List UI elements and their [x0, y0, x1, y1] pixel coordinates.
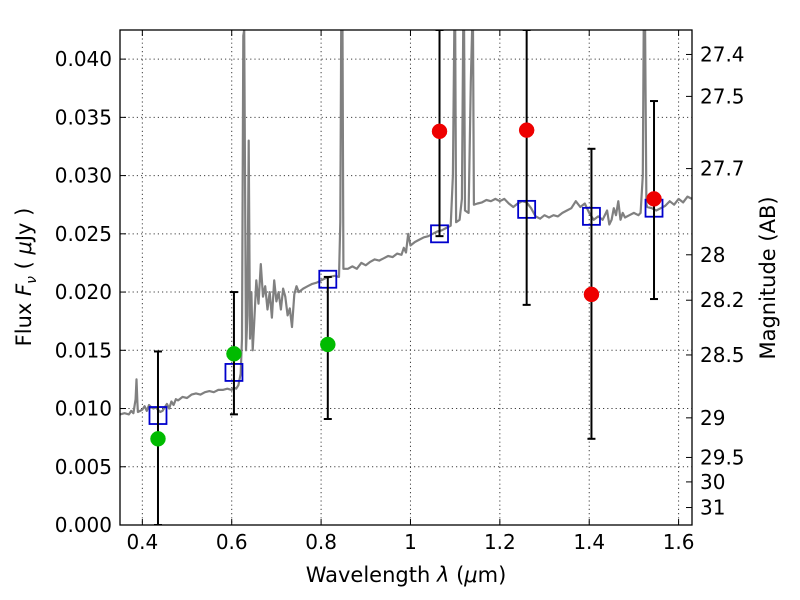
y-tick-label: 0.010: [55, 397, 112, 421]
mag-tick-label: 31: [700, 496, 725, 520]
right-axis-title: Magnitude (AB): [756, 196, 780, 359]
mag-tick-label: 30: [700, 470, 725, 494]
y-tick-label: 0.040: [55, 47, 112, 71]
mag-tick-label: 28: [700, 243, 725, 267]
mag-tick-label: 27.7: [700, 157, 745, 181]
mag-tick-label: 28.2: [700, 288, 745, 312]
mag-tick-label: 27.4: [700, 42, 745, 66]
spectrum-line: [120, 30, 692, 416]
observed-point: [431, 123, 448, 140]
mag-tick-label: 27.5: [700, 84, 745, 108]
y-tick-label: 0.015: [55, 338, 112, 362]
observed-point: [518, 122, 535, 138]
x-tick-label: 0.4: [126, 530, 158, 554]
y-tick-label: 0.035: [55, 105, 112, 129]
x-tick-label: 1.2: [484, 530, 516, 554]
observed-point: [646, 191, 662, 207]
y-tick-label: 0.020: [55, 280, 112, 304]
tick-labels: 0.4 0.6 0.8 1 1.2 1.4 1.6 0.000 0.005 0.010 0.015 0…: [55, 42, 745, 554]
observed-point: [226, 346, 242, 362]
x-tick-label: 1.6: [663, 530, 695, 554]
y-tick-label: 0.025: [55, 222, 112, 246]
observed-point: [320, 336, 336, 353]
x-tick-label: 0.6: [216, 530, 248, 554]
observed-point: [583, 286, 600, 303]
x-tick-label: 1.4: [573, 530, 605, 554]
x-axis-title: Wavelength λ (μm): [306, 563, 507, 587]
mag-tick-label: 29: [700, 406, 725, 430]
x-tick-label: 0.8: [305, 530, 337, 554]
y-tick-label: 0.030: [55, 164, 112, 188]
x-tick-label: 1: [404, 530, 417, 554]
grid: [120, 30, 692, 526]
observed-point: [150, 431, 166, 447]
y-tick-label: 0.005: [55, 455, 112, 479]
y-axis-title: Flux Fν ( μJy ): [12, 208, 40, 347]
plot-frame: [119, 29, 693, 526]
mag-tick-label: 28.5: [700, 343, 745, 367]
ticks: [120, 30, 692, 526]
y-tick-label: 0.000: [55, 513, 112, 537]
mag-tick-label: 29.5: [700, 445, 745, 469]
plot-area: [120, 30, 692, 525]
